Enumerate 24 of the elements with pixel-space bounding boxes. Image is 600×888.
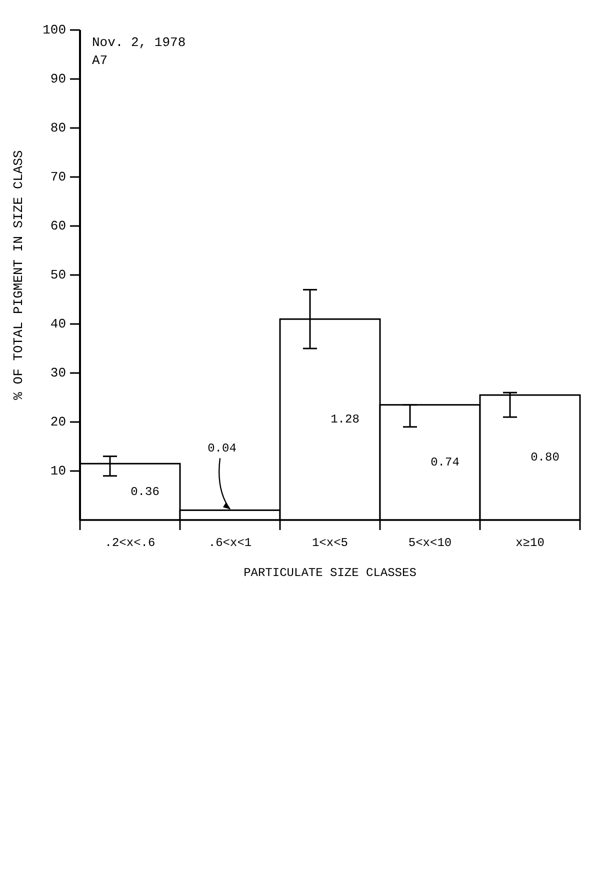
y-tick-label: 30 (50, 365, 66, 380)
x-tick-label: .2<x<.6 (104, 536, 156, 550)
chart-title: Nov. 2, 1978 (92, 35, 186, 50)
annotation: 0.36 (130, 484, 160, 499)
annotation: 1.28 (330, 412, 360, 427)
y-tick-label: 20 (50, 414, 66, 430)
annotation: 0.74 (430, 456, 460, 470)
annotation: 0.04 (208, 441, 236, 456)
x-tick-label: x≥10 (516, 536, 544, 550)
y-tick-label: 10 (50, 463, 66, 478)
y-tick-label: 60 (50, 218, 66, 234)
y-tick-label: 40 (50, 316, 66, 332)
y-axis-title: % OF TOTAL PIGMENT IN SIZE CLASS (11, 150, 26, 400)
x-tick-label: 1<x<5 (312, 536, 348, 550)
y-tick-label: 80 (50, 120, 66, 136)
text: A7 (92, 53, 108, 68)
x-tick-label: .6<x<1 (208, 536, 252, 550)
y-tick-label: 50 (50, 267, 66, 282)
y-tick-label: 90 (50, 71, 66, 86)
y-tick-label: 70 (50, 169, 66, 184)
x-tick-label: 5<x<10 (408, 536, 452, 550)
y-tick-label: 100 (42, 22, 66, 38)
annotation: 0.80 (530, 450, 560, 465)
x-axis-title: PARTICULATE SIZE CLASSES (244, 566, 416, 580)
